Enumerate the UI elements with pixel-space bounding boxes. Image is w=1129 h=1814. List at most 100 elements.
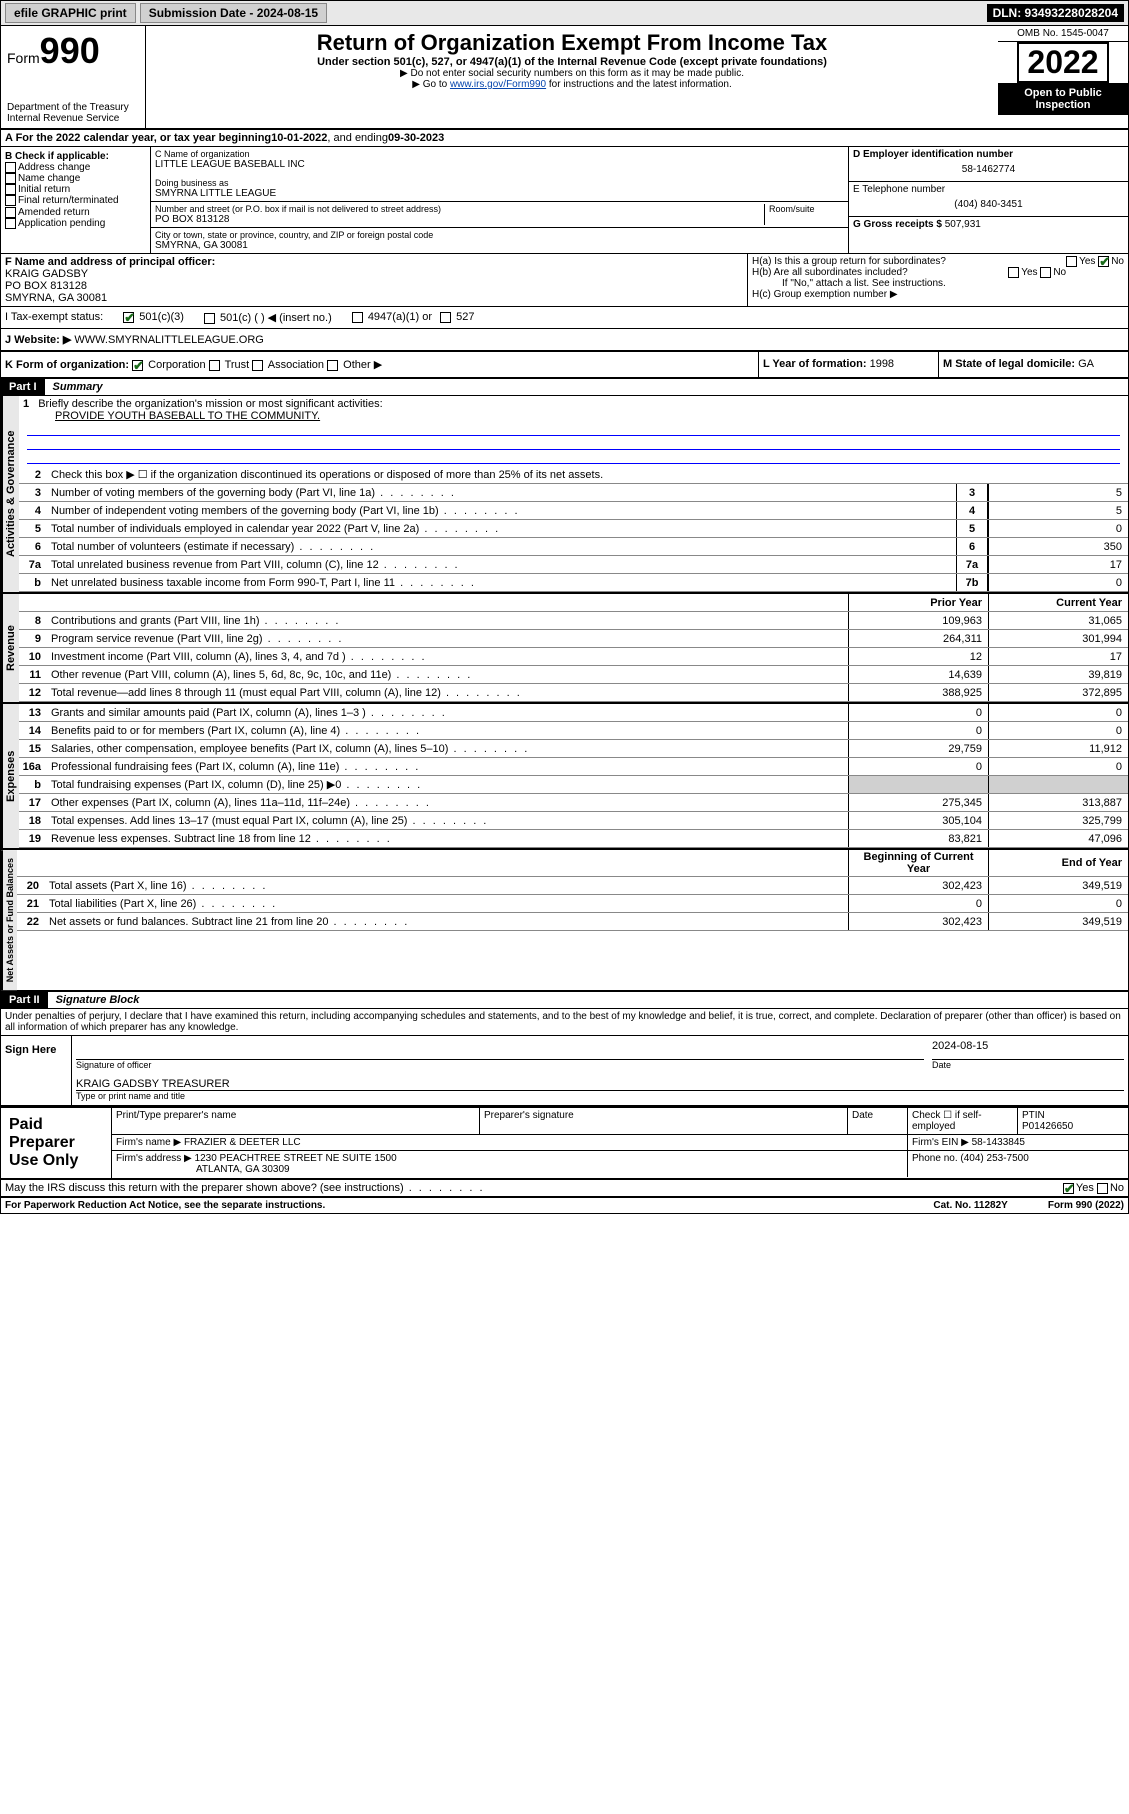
domicile-label: M State of legal domicile: [943, 358, 1075, 370]
firm-ein: 58-1433845 [972, 1137, 1025, 1148]
checkbox-address-change[interactable] [5, 162, 16, 173]
table-row: 6Total number of volunteers (estimate if… [19, 538, 1128, 556]
opt-527: 527 [456, 311, 474, 323]
opt-corp: Corporation [148, 359, 205, 371]
footer: For Paperwork Reduction Act Notice, see … [1, 1198, 1128, 1213]
ha-no[interactable] [1098, 256, 1109, 267]
revenue-tab: Revenue [1, 594, 19, 702]
header-left: Form990 Department of the Treasury Inter… [1, 26, 146, 128]
inspect-line1: Open to Public [1002, 87, 1124, 99]
hb-no[interactable] [1040, 267, 1051, 278]
table-row: 19Revenue less expenses. Subtract line 1… [19, 830, 1128, 848]
opt-final-return: Final return/terminated [18, 196, 119, 207]
hc-label: H(c) Group exemption number ▶ [752, 289, 1124, 300]
officer-name-title: KRAIG GADSBY TREASURER [76, 1078, 1124, 1091]
table-row: 18Total expenses. Add lines 13–17 (must … [19, 812, 1128, 830]
cb-trust[interactable] [209, 360, 220, 371]
mission-line-blank [27, 422, 1120, 436]
tax-exempt-label: I Tax-exempt status: [5, 311, 103, 324]
table-row: 20Total assets (Part X, line 16)302,4233… [17, 877, 1128, 895]
form-number: 990 [40, 30, 100, 71]
table-row: bTotal fundraising expenses (Part IX, co… [19, 776, 1128, 794]
opt-application-pending: Application pending [18, 218, 105, 229]
end-year-header: End of Year [988, 850, 1128, 876]
cb-501c3[interactable] [123, 312, 134, 323]
efile-print-button[interactable]: efile GRAPHIC print [5, 3, 136, 23]
firm-addr2: ATLANTA, GA 30309 [116, 1164, 903, 1175]
domicile-value: GA [1078, 358, 1094, 370]
part1-header-row: Part I Summary [1, 379, 1128, 396]
table-row: 14Benefits paid to or for members (Part … [19, 722, 1128, 740]
revenue-header-row: Prior Year Current Year [19, 594, 1128, 612]
addr-label: Number and street (or P.O. box if mail i… [155, 204, 764, 214]
cb-corp[interactable] [132, 360, 143, 371]
firm-name: FRAZIER & DEETER LLC [184, 1137, 301, 1148]
table-row: 5Total number of individuals employed in… [19, 520, 1128, 538]
tax-year-begin: 10-01-2022 [271, 132, 327, 144]
section-j: J Website: ▶ WWW.SMYRNALITTLELEAGUE.ORG [1, 329, 1128, 352]
current-year-header: Current Year [988, 594, 1128, 611]
opt-4947: 4947(a)(1) or [368, 311, 432, 323]
tax-year: 2022 [1017, 42, 1108, 83]
dba-label: Doing business as [155, 178, 844, 188]
prior-year-header: Prior Year [848, 594, 988, 611]
prep-sig-label: Preparer's signature [480, 1108, 848, 1134]
table-row: 8Contributions and grants (Part VIII, li… [19, 612, 1128, 630]
table-row: 4Number of independent voting members of… [19, 502, 1128, 520]
hb-yes[interactable] [1008, 267, 1019, 278]
signature-line[interactable] [76, 1040, 924, 1060]
dept-label: Department of the Treasury [7, 102, 139, 113]
table-row: 9Program service revenue (Part VIII, lin… [19, 630, 1128, 648]
ein-label: D Employer identification number [853, 149, 1124, 160]
irs-link[interactable]: www.irs.gov/Form990 [450, 79, 546, 90]
firm-addr1: 1230 PEACHTREE STREET NE SUITE 1500 [195, 1153, 397, 1164]
phone-label: E Telephone number [853, 184, 1124, 195]
cb-assoc[interactable] [252, 360, 263, 371]
org-name: LITTLE LEAGUE BASEBALL INC [155, 159, 844, 170]
table-row: 21Total liabilities (Part X, line 26)00 [17, 895, 1128, 913]
ha-yes[interactable] [1066, 256, 1077, 267]
sig-date-label: Date [932, 1060, 1124, 1070]
section-defg: D Employer identification number 58-1462… [848, 147, 1128, 253]
checkbox-amended-return[interactable] [5, 207, 16, 218]
cb-527[interactable] [440, 312, 451, 323]
paperwork-notice: For Paperwork Reduction Act Notice, see … [5, 1200, 325, 1211]
subtitle: Under section 501(c), 527, or 4947(a)(1)… [150, 56, 994, 68]
cb-4947[interactable] [352, 312, 363, 323]
instruction-1: ▶ Do not enter social security numbers o… [150, 68, 994, 79]
checkbox-initial-return[interactable] [5, 184, 16, 195]
form-org-label: K Form of organization: [5, 359, 129, 371]
paid-preparer-section: Paid Preparer Use Only Print/Type prepar… [1, 1106, 1128, 1180]
dba-value: SMYRNA LITTLE LEAGUE [155, 188, 844, 199]
line1-text: Briefly describe the organization's miss… [38, 398, 382, 410]
table-row: 12Total revenue—add lines 8 through 11 (… [19, 684, 1128, 702]
section-c: C Name of organization LITTLE LEAGUE BAS… [151, 147, 848, 253]
part1-title: Summary [45, 381, 103, 393]
table-row: 11Other revenue (Part VIII, column (A), … [19, 666, 1128, 684]
org-name-label: C Name of organization [155, 149, 844, 159]
line-2: 2Check this box ▶ ☐ if the organization … [19, 466, 1128, 484]
checkbox-final-return[interactable] [5, 195, 16, 206]
part2-title: Signature Block [48, 994, 140, 1006]
opt-trust: Trust [225, 359, 250, 371]
section-a-prefix: A For the 2022 calendar year, or tax yea… [5, 132, 271, 144]
section-a-mid: , and ending [327, 132, 388, 144]
firm-ein-label: Firm's EIN ▶ [912, 1137, 969, 1148]
part1-header: Part I [1, 379, 45, 395]
prep-check-label: Check ☐ if self-employed [908, 1108, 1018, 1134]
discuss-yes[interactable] [1063, 1183, 1074, 1194]
mission-text: PROVIDE YOUTH BASEBALL TO THE COMMUNITY. [23, 410, 1124, 422]
cb-501c[interactable] [204, 313, 215, 324]
checkbox-application-pending[interactable] [5, 218, 16, 229]
gross-receipts-value: 507,931 [945, 219, 981, 230]
officer-addr1: PO BOX 813128 [5, 280, 743, 292]
ein-value: 58-1462774 [853, 160, 1124, 179]
submission-date-button[interactable]: Submission Date - 2024-08-15 [140, 3, 327, 23]
block-bcdefg: B Check if applicable: Address change Na… [1, 147, 1128, 254]
cb-other[interactable] [327, 360, 338, 371]
discuss-no[interactable] [1097, 1183, 1108, 1194]
part2-header: Part II [1, 992, 48, 1008]
mission-line-blank [27, 436, 1120, 450]
checkbox-name-change[interactable] [5, 173, 16, 184]
ptin-label: PTIN [1022, 1110, 1124, 1121]
